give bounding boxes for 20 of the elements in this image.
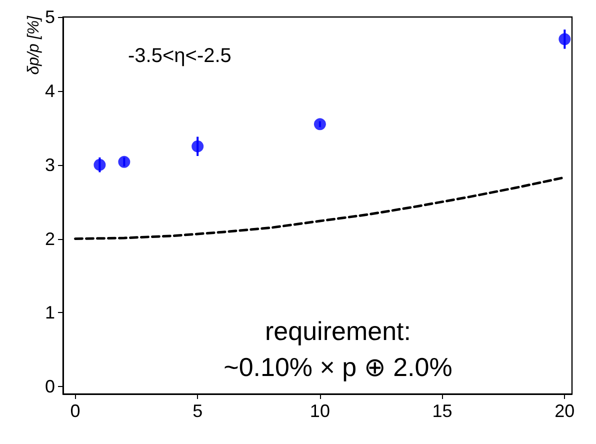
line-series [74,176,566,240]
y-tick-label: 2 [44,228,55,249]
point [558,33,571,46]
x-tick-label: 0 [70,401,80,421]
x-tick-label: 5 [192,401,203,421]
x-tick-label: 10 [310,401,330,421]
y-tick-label: 5 [44,7,55,27]
point [94,158,106,171]
y-tick-label: 3 [44,154,55,175]
annotation: requirement: ~0.10% × p ⊕ 2.0% [224,316,452,382]
point [118,156,130,168]
annotation: -3.5<η<-2.5 [128,45,232,67]
y-tick-label: 4 [44,80,55,101]
point [192,140,204,152]
y-tick-label: 0 [44,376,55,397]
y-tick-label: 1 [44,302,55,323]
y-axis-title: δp/p [%] [26,15,42,75]
x-tick-label: 15 [432,401,452,421]
point [314,118,326,130]
x-tick-label: 20 [554,401,575,421]
